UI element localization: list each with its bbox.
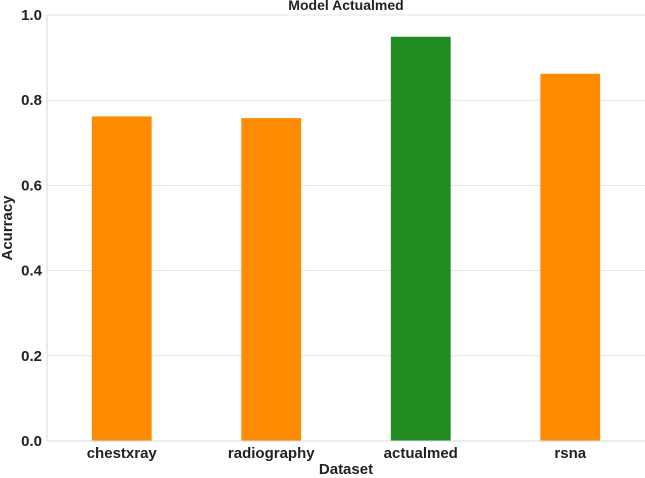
bar-rsna (540, 73, 601, 442)
x-axis-label: Dataset (319, 461, 373, 478)
x-tick-label: radiography (228, 445, 315, 462)
bar-actualmed (390, 36, 451, 441)
y-tick-label: 0.0 (21, 433, 42, 450)
y-axis-label: Acurracy (0, 195, 16, 261)
y-tick-label: 0.2 (21, 348, 42, 365)
y-tick-label: 0.8 (21, 92, 42, 109)
y-tick-label: 0.6 (21, 177, 42, 194)
bar-chestxray (91, 116, 152, 441)
axes (46, 15, 645, 442)
x-tick-label: rsna (554, 445, 586, 462)
bars (91, 36, 601, 442)
y-tick-label: 0.4 (21, 263, 43, 280)
x-tick-label: actualmed (384, 445, 458, 462)
bar-radiography (241, 118, 302, 441)
x-tick-label: chestxray (87, 445, 158, 462)
y-tick-labels: 0.0 0.2 0.4 0.6 0.8 1.0 (21, 7, 43, 450)
x-tick-labels: chestxray radiography actualmed rsna (87, 445, 587, 462)
y-tick-label: 1.0 (21, 7, 42, 24)
chart-title: Model Actualmed (288, 0, 403, 13)
